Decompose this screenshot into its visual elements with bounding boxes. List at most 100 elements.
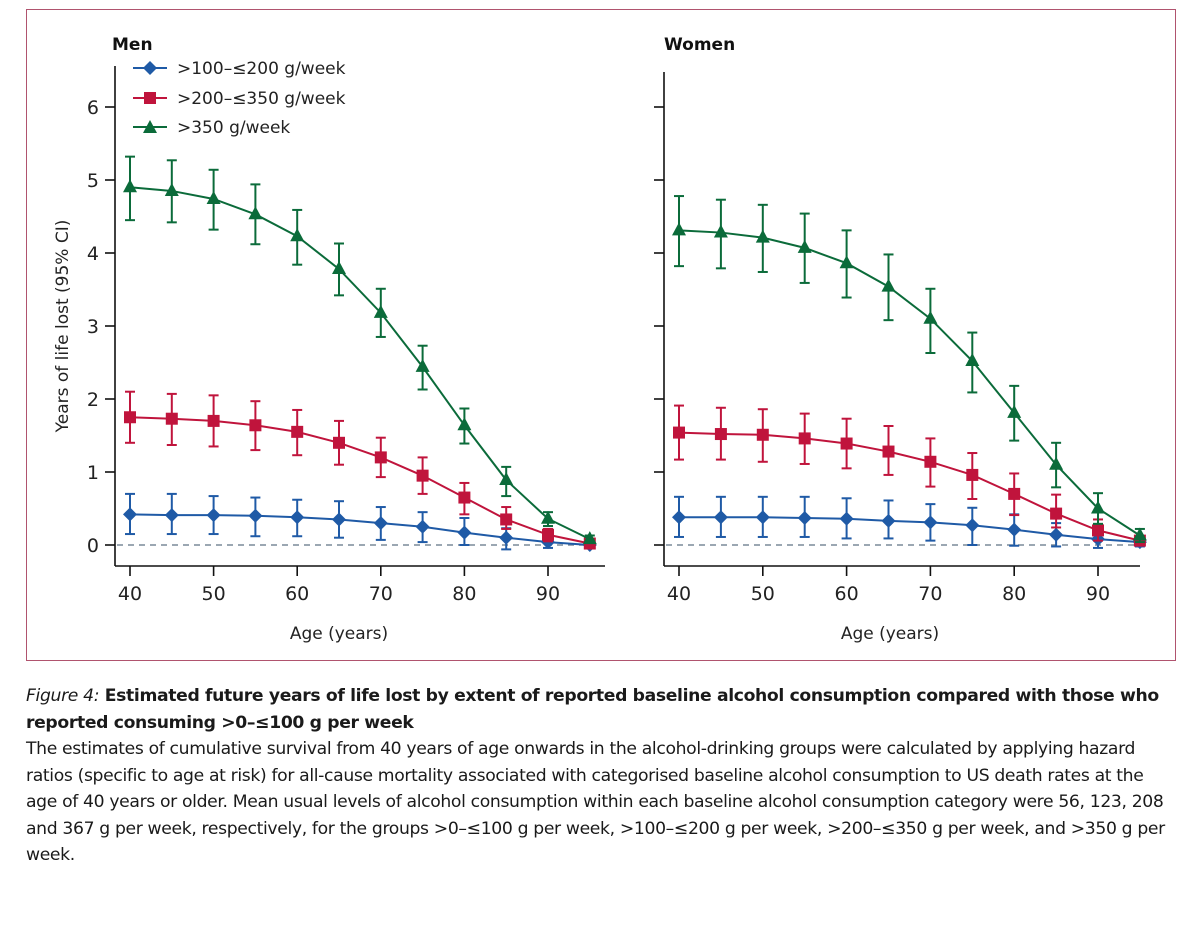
data-point-diamond (290, 510, 305, 525)
data-point-triangle (123, 179, 137, 193)
data-point-triangle (290, 228, 305, 242)
data-point-diamond (672, 510, 686, 525)
series-triangle (123, 155, 597, 545)
legend-label: >100–≤200 g/week (177, 59, 346, 79)
data-point-diamond (965, 518, 980, 533)
x-axis-label-women: Age (years) (841, 624, 939, 644)
x-tick-label: 50 (202, 583, 226, 605)
data-point-diamond (248, 508, 263, 523)
data-point-diamond (415, 519, 430, 534)
x-tick-label: 90 (1086, 583, 1110, 605)
data-point-triangle (457, 417, 472, 431)
data-point-square (207, 414, 220, 427)
data-point-triangle (672, 222, 686, 236)
data-point-square (500, 513, 513, 526)
data-point-diamond (923, 515, 938, 530)
data-point-triangle (499, 472, 514, 486)
y-tick-label: 2 (87, 389, 99, 411)
data-point-square (416, 469, 429, 482)
data-point-diamond (839, 511, 854, 526)
series-line (129, 513, 590, 546)
x-tick-label: 60 (835, 583, 859, 605)
y-axis-label: Years of life lost (95% CI) (53, 220, 73, 434)
panel-title-women: Women (664, 35, 735, 55)
data-point-square (249, 419, 262, 432)
figure-frame (26, 9, 1176, 661)
series-line (129, 416, 591, 545)
triangle-marker-icon (143, 120, 157, 133)
series-triangle (672, 195, 1147, 544)
data-point-triangle (248, 206, 263, 220)
data-point-triangle (881, 278, 896, 292)
data-point-square (673, 426, 685, 439)
data-point-square (840, 437, 853, 450)
data-point-triangle (965, 353, 980, 367)
diamond-marker-icon (143, 61, 157, 75)
x-tick-label: 80 (452, 583, 476, 605)
data-point-diamond (499, 530, 514, 545)
chart-panel-women: Women Age (years) 40 50 60 70 80 90 (654, 35, 1147, 644)
caption-body: The estimates of cumulative survival fro… (26, 739, 1165, 865)
data-point-diamond (755, 510, 770, 525)
legend-label: >200–≤350 g/week (177, 89, 346, 109)
y-tick-label: 5 (87, 170, 99, 192)
x-tick-label: 70 (369, 583, 393, 605)
chart-panel-men: Men Years of life lost (95% CI) Age (yea… (53, 35, 605, 644)
data-point-triangle (923, 310, 938, 324)
data-point-triangle (1049, 456, 1064, 470)
caption-label: Figure 4: (26, 686, 100, 706)
data-point-triangle (541, 510, 555, 524)
data-point-triangle (164, 182, 179, 196)
data-point-triangle (839, 255, 854, 269)
data-point-diamond (1049, 527, 1064, 542)
data-point-square (756, 428, 769, 441)
data-point-triangle (755, 229, 770, 243)
data-point-diamond (206, 508, 221, 523)
y-tick-label: 1 (87, 462, 99, 484)
legend-item-200-350: >200–≤350 g/week (133, 89, 346, 109)
x-tick-label: 80 (1002, 583, 1026, 605)
data-point-square (798, 432, 811, 445)
x-tick-label: 70 (918, 583, 942, 605)
data-point-triangle (1007, 404, 1022, 418)
data-point-square (165, 412, 178, 425)
series-line (129, 186, 591, 541)
data-point-triangle (1132, 527, 1147, 541)
data-point-square (1008, 487, 1021, 500)
data-point-diamond (881, 513, 896, 528)
series-square (673, 404, 1146, 547)
series-diamond (123, 492, 597, 552)
data-point-square (458, 491, 471, 504)
data-point-triangle (1091, 500, 1105, 514)
figure-caption: Figure 4: Estimated future years of life… (26, 683, 1176, 869)
legend-label: >350 g/week (177, 118, 290, 138)
y-tick-label: 4 (87, 243, 99, 265)
data-point-triangle (206, 190, 221, 204)
x-tick-label: 60 (285, 583, 309, 605)
caption-title: Estimated future years of life lost by e… (26, 686, 1159, 733)
data-point-triangle (797, 239, 812, 253)
legend-item-350-plus: >350 g/week (133, 118, 290, 138)
data-point-triangle (373, 304, 388, 318)
x-axis-label-men: Age (years) (290, 624, 388, 644)
data-point-square (1050, 507, 1063, 520)
data-point-triangle (582, 531, 597, 545)
data-point-square (966, 468, 979, 481)
data-point-square (374, 451, 387, 464)
data-point-square (542, 528, 554, 541)
legend-item-100-200: >100–≤200 g/week (133, 59, 346, 79)
data-point-diamond (164, 508, 179, 523)
data-point-diamond (332, 512, 346, 527)
x-tick-label: 40 (667, 583, 691, 605)
data-point-diamond (457, 525, 472, 540)
data-point-square (124, 411, 136, 424)
y-tick-label: 3 (87, 316, 99, 338)
data-point-diamond (123, 507, 137, 522)
data-point-triangle (415, 358, 430, 372)
data-point-triangle (713, 224, 728, 238)
series-line (678, 431, 1141, 542)
data-point-square (291, 425, 304, 438)
square-marker-icon (144, 92, 156, 104)
data-point-square (333, 436, 345, 449)
y-tick-label: 0 (87, 535, 99, 557)
